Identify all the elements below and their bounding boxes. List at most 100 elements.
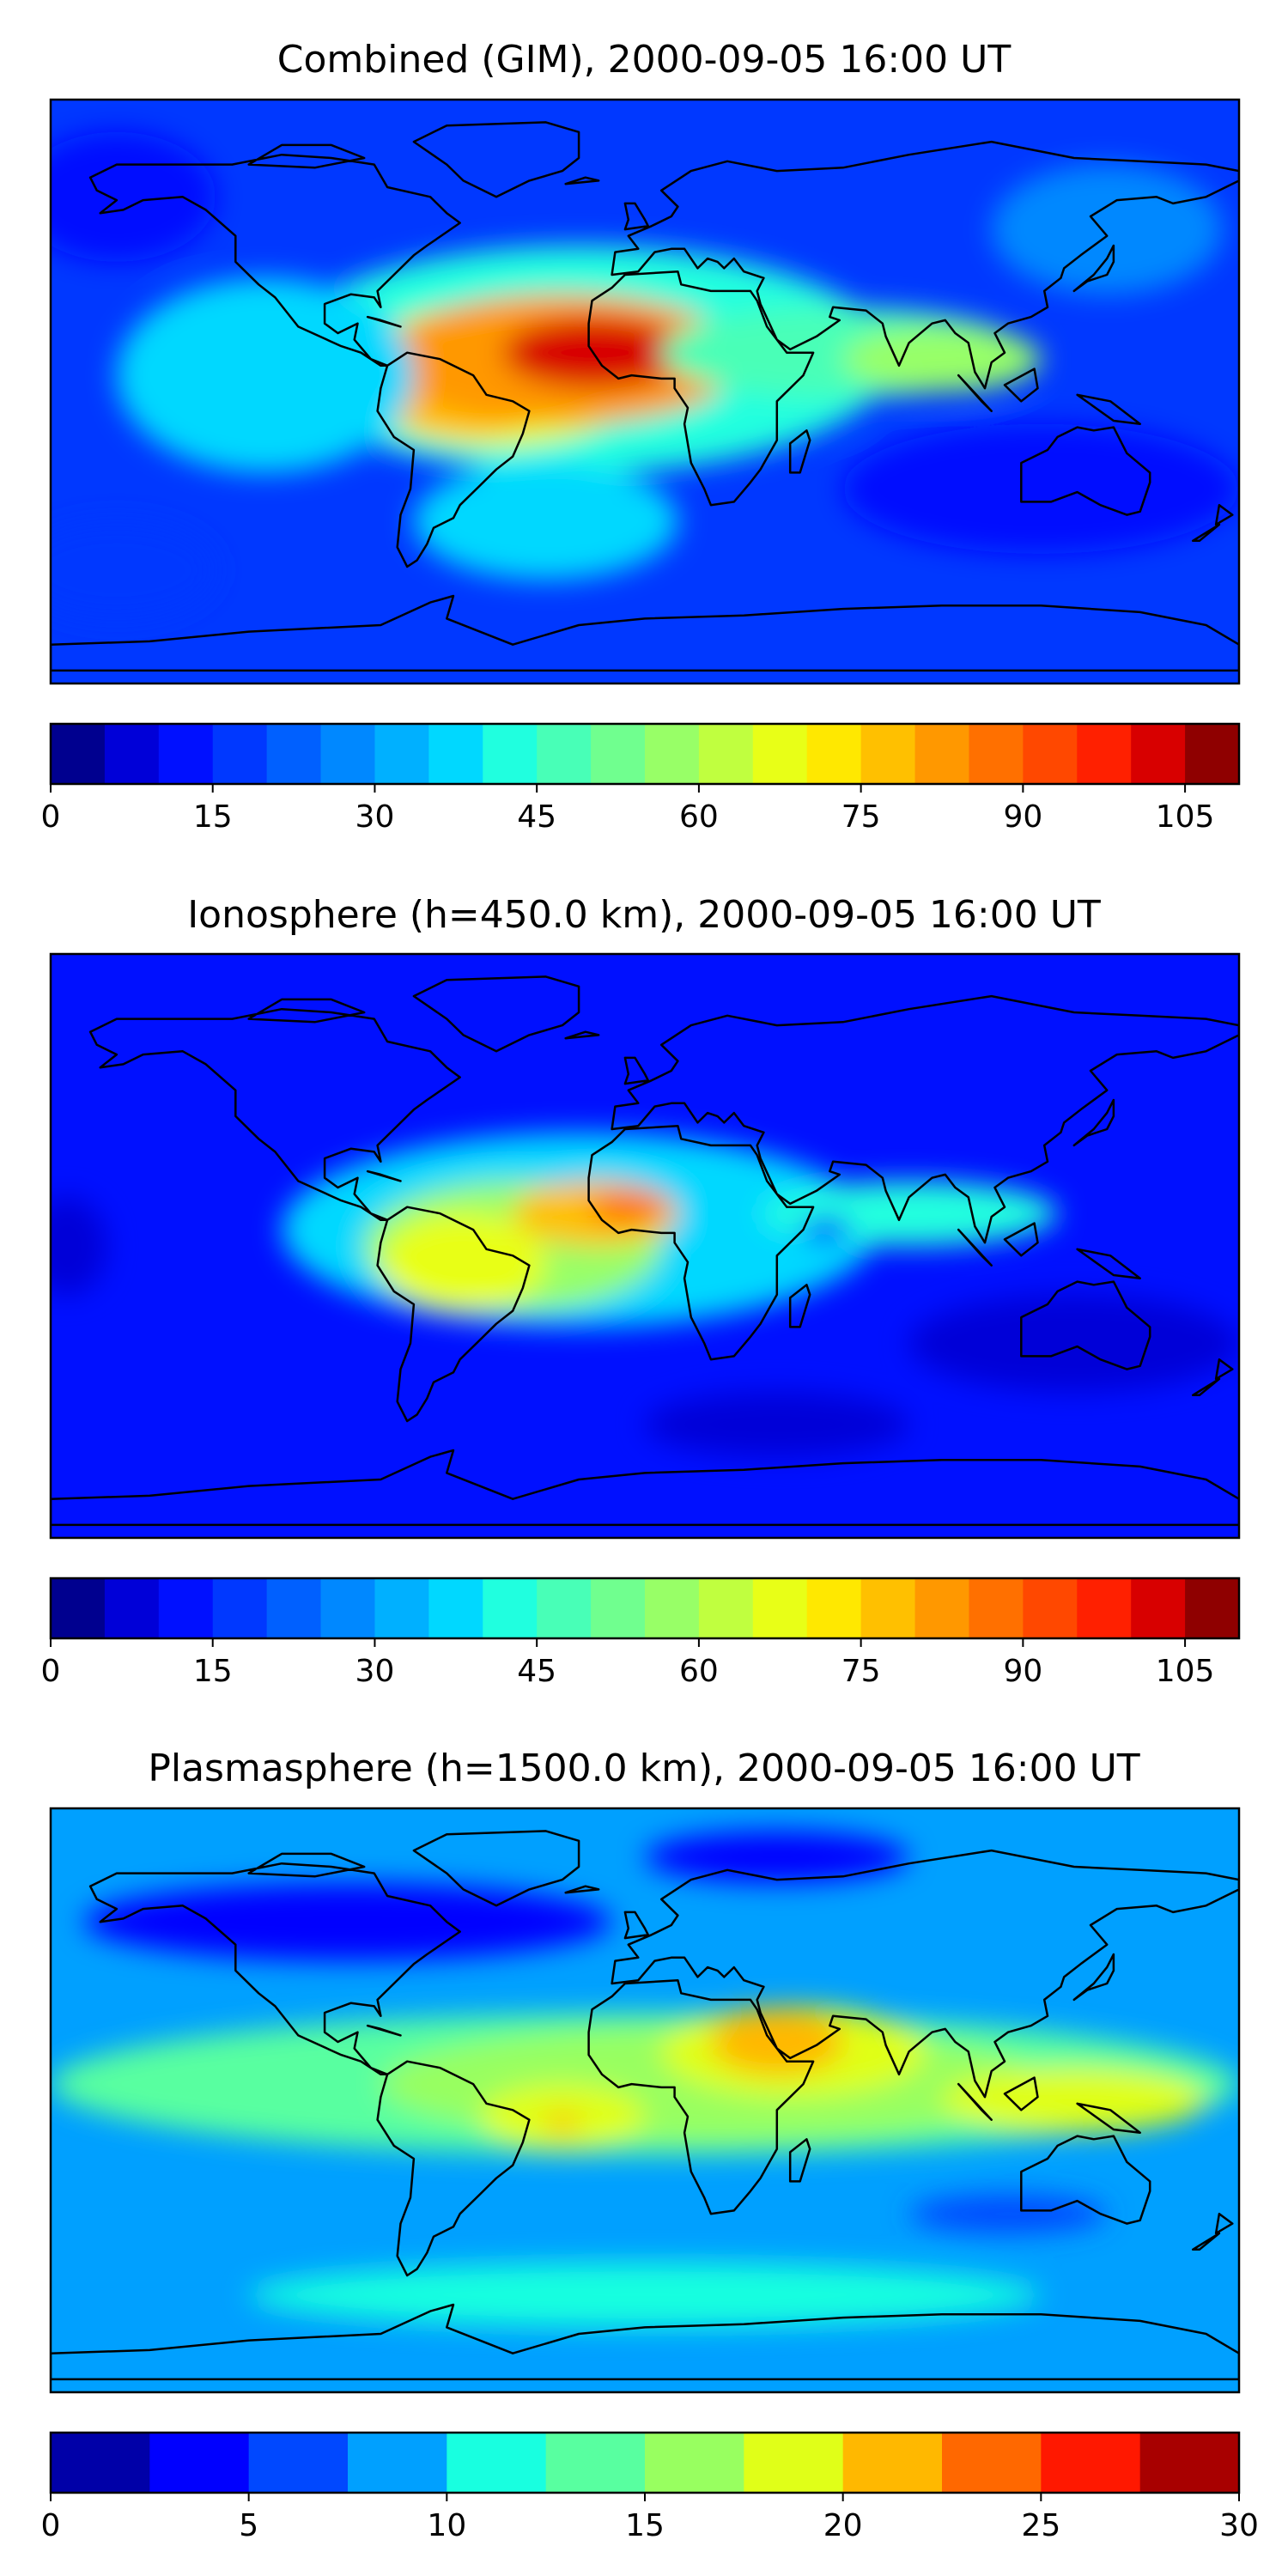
coastline: [51, 1830, 1239, 2381]
colorbar-tick-label: 5: [239, 2508, 258, 2543]
colorbar-tick-label: 20: [823, 2508, 863, 2543]
coastline: [51, 975, 1239, 1527]
colorbar-segment: [374, 724, 429, 784]
map-plot: [49, 1807, 1241, 2394]
colorbar-segment: [447, 2433, 547, 2493]
colorbar-segment: [914, 1578, 970, 1638]
contour-region: [842, 423, 1239, 554]
colorbar-tick-label: 0: [41, 1654, 61, 1689]
coastline: [51, 121, 1239, 672]
map-frame: [49, 98, 1241, 685]
colorbar-segment: [744, 2433, 844, 2493]
colorbar-tick-label: 60: [679, 799, 719, 835]
contour-region: [116, 277, 414, 473]
colorbar-segment: [806, 724, 862, 784]
contour-region: [799, 1217, 854, 1243]
colorbar-tick-label: 0: [41, 2508, 61, 2543]
contour-region: [645, 1392, 909, 1457]
colorbar-tick-label: 10: [427, 2508, 466, 2543]
colorbar-tick-label: 30: [355, 1654, 395, 1689]
colorbar-segment: [1131, 1578, 1186, 1638]
colorbar-frame: [49, 1577, 1241, 1640]
colorbar-segment: [969, 724, 1024, 784]
contour-region: [545, 2113, 580, 2133]
contour-region: [380, 1213, 546, 1311]
colorbar-tick-label: 15: [193, 799, 233, 835]
colorbar-segment: [104, 1578, 160, 1638]
colorbar-segment: [266, 724, 322, 784]
map-frame: [49, 1807, 1241, 2394]
colorbar-segment: [212, 724, 268, 784]
colorbar-tick-label: 105: [1156, 799, 1215, 835]
colorbar-segment: [842, 2433, 943, 2493]
colorbar-tick-label: 15: [193, 1654, 233, 1689]
colorbar-segment: [860, 1578, 916, 1638]
colorbar-segment: [698, 724, 754, 784]
colorbar-segment: [149, 2433, 250, 2493]
colorbar: 0 15 30 45 60 75 90 105: [41, 1577, 1241, 1689]
contour-region: [842, 326, 1042, 392]
colorbar-segment: [1023, 1578, 1078, 1638]
chart-title: Combined (GIM), 2000-09-05 16:00 UT: [277, 38, 1012, 82]
colorbar-segment: [320, 1578, 376, 1638]
colorbar-segment: [537, 724, 592, 784]
colorbar-segment: [1077, 724, 1132, 784]
colorbar-segment: [266, 1578, 322, 1638]
colorbar: 0 5 10 15 20 25 30: [41, 2431, 1259, 2543]
contour-region: [908, 1294, 1239, 1392]
colorbar-segment: [158, 1578, 214, 1638]
contour-region: [710, 2009, 843, 2075]
colorbar-tick-label: 25: [1021, 2508, 1060, 2543]
colorbar-tick-label: 75: [841, 799, 881, 835]
contour-region: [588, 1190, 668, 1224]
map-plot: [49, 952, 1241, 1540]
colorbar-segment: [428, 1578, 483, 1638]
colorbar-segment: [752, 1578, 808, 1638]
colorbar-segment: [1139, 2433, 1240, 2493]
colorbar-segment: [428, 724, 483, 784]
contour-region: [942, 2068, 1206, 2133]
chart-title: Ionosphere (h=450.0 km), 2000-09-05 16:0…: [187, 893, 1101, 937]
colorbar-tick-label: 45: [517, 1654, 556, 1689]
colorbar-segment: [752, 724, 808, 784]
colorbar-segment: [545, 2433, 646, 2493]
contour-region: [413, 463, 678, 580]
colorbar-segment: [942, 2433, 1042, 2493]
colorbar-segment: [591, 1578, 646, 1638]
colorbar: 0 15 30 45 60 75 90 105: [41, 722, 1241, 835]
colorbar-segment: [374, 1578, 429, 1638]
colorbar-segment: [914, 724, 970, 784]
colorbar-segment: [1023, 724, 1078, 784]
colorbar-segment: [1131, 724, 1186, 784]
colorbar-tick-label: 45: [517, 799, 556, 835]
colorbar-segment: [51, 1578, 106, 1638]
colorbar-segment: [537, 1578, 592, 1638]
panel-ionosphere: Ionosphere (h=450.0 km), 2000-09-05 16:0…: [41, 893, 1241, 1689]
map-frame: [49, 952, 1241, 1540]
contour-region: [991, 164, 1223, 295]
colorbar-segment: [483, 724, 538, 784]
colorbar-segment: [1185, 1578, 1240, 1638]
colorbar-segment: [320, 724, 376, 784]
contour-region: [83, 1882, 612, 1961]
contour-region: [51, 521, 216, 619]
colorbar-segment: [1041, 2433, 1141, 2493]
colorbar-segment: [698, 1578, 754, 1638]
colorbar-segment: [212, 1578, 268, 1638]
colorbar-frame: [49, 722, 1241, 786]
colorbar-tick-label: 60: [679, 1654, 719, 1689]
colorbar-segment: [1077, 1578, 1132, 1638]
colorbar-segment: [645, 724, 700, 784]
contour-region: [248, 2262, 1042, 2328]
panel-combined: Combined (GIM), 2000-09-05 16:00 UT 0 15 3…: [41, 38, 1241, 835]
colorbar-tick-label: 90: [1003, 799, 1042, 835]
colorbar-segment: [483, 1578, 538, 1638]
colorbar-segment: [860, 724, 916, 784]
colorbar-tick-label: 90: [1003, 1654, 1042, 1689]
contour-region: [908, 2194, 1108, 2233]
colorbar-segment: [645, 1578, 700, 1638]
colorbar-segment: [51, 724, 106, 784]
colorbar-tick-label: 15: [625, 2508, 665, 2543]
colorbar-tick-label: 105: [1156, 1654, 1215, 1689]
